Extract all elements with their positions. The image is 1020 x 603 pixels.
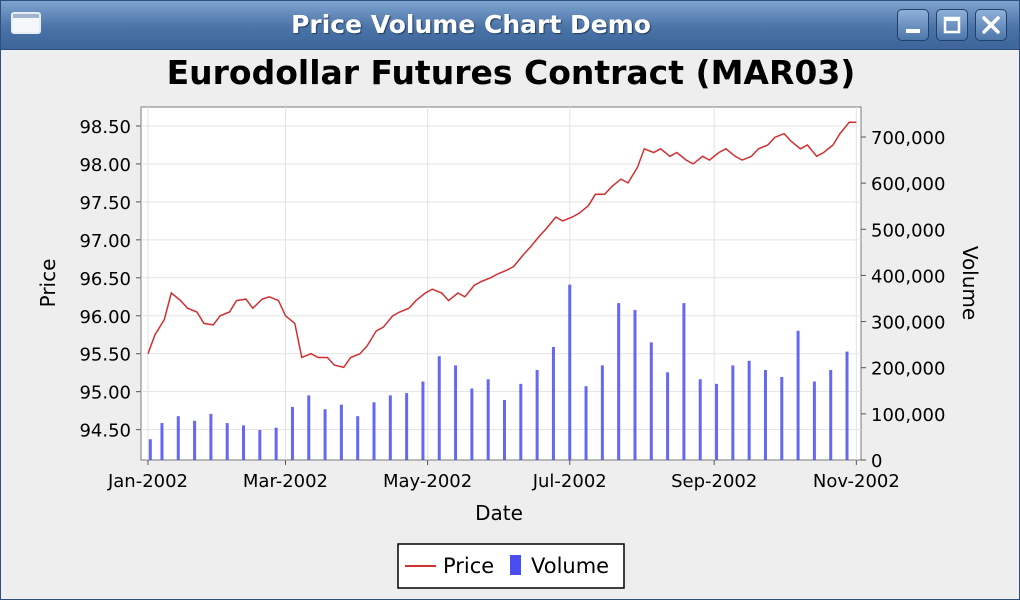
volume-bar (568, 284, 572, 460)
volume-bar (715, 383, 719, 460)
x-tick-label: Mar-2002 (243, 471, 328, 492)
y-tick-label: 98.50 (79, 117, 131, 138)
volume-bar (209, 413, 213, 460)
volume-bar (829, 370, 833, 460)
chart-area: Eurodollar Futures Contract (MAR03) 94.5… (1, 50, 1019, 599)
window-title: Price Volume Chart Demo (291, 10, 651, 39)
x-tick-label: Jan-2002 (107, 471, 188, 492)
volume-bar (812, 381, 816, 460)
minimize-icon (906, 29, 920, 33)
volume-bar (845, 351, 849, 460)
volume-bar (372, 402, 376, 460)
volume-bar (339, 404, 343, 460)
volume-bar (323, 409, 327, 460)
volume-bar (649, 342, 653, 460)
volume-bar (584, 386, 588, 460)
y-tick-label: 95.00 (79, 383, 131, 404)
volume-bars (148, 284, 849, 460)
y-tick-label: 98.00 (79, 155, 131, 176)
volume-bar (176, 416, 180, 460)
price-series-line (147, 121, 857, 369)
volume-bar (388, 395, 392, 460)
volume-bar (731, 365, 735, 460)
volume-bar (502, 400, 506, 460)
volume-bar (258, 430, 262, 460)
volume-bar (356, 416, 360, 460)
price-volume-chart: Eurodollar Futures Contract (MAR03) 94.5… (1, 50, 1019, 599)
chart-title: Eurodollar Futures Contract (MAR03) (167, 53, 856, 92)
date-axis: Jan-2002 Mar-2002 May-2002 Jul-2002 Sep-2002… (107, 460, 900, 492)
window-icon[interactable] (11, 12, 41, 34)
volume-bar (666, 372, 670, 460)
legend-volume-swatch (510, 555, 521, 575)
volume-bar (242, 425, 246, 460)
volume-bar (470, 388, 474, 460)
volume-bar (148, 439, 152, 460)
volume-bar (600, 365, 604, 460)
y2-tick-label: 400,000 (871, 266, 945, 287)
y2-tick-label: 600,000 (871, 174, 945, 195)
minimize-button[interactable] (897, 9, 929, 41)
legend-volume-label: Volume (531, 554, 609, 578)
y-tick-label: 97.00 (79, 231, 131, 252)
volume-bar (682, 303, 686, 460)
x-tick-label: Sep-2002 (671, 471, 757, 492)
grid-lines (141, 107, 861, 460)
volume-bar (274, 427, 278, 460)
y-tick-label: 97.50 (79, 193, 131, 214)
y-axis-label: Price (36, 259, 60, 308)
volume-bar (763, 370, 767, 460)
x-tick-label: Nov-2002 (813, 471, 900, 492)
volume-bar (617, 303, 621, 460)
volume-bar (193, 420, 197, 460)
volume-bar (437, 356, 441, 460)
y-tick-label: 96.50 (79, 269, 131, 290)
x-tick-label: Jul-2002 (532, 471, 607, 492)
volume-bar (551, 346, 555, 460)
price-axis: 94.50 95.00 95.50 96.00 96.50 97.00 97.50 98.00… (79, 117, 141, 442)
y-tick-label: 96.00 (79, 307, 131, 328)
volume-bar (405, 393, 409, 460)
volume-bar (290, 406, 294, 460)
x-tick-label: May-2002 (383, 471, 472, 492)
volume-bar (535, 370, 539, 460)
y2-tick-label: 500,000 (871, 220, 945, 241)
volume-bar (225, 423, 229, 460)
x-axis-label: Date (475, 501, 523, 525)
volume-axis: 0 100,000 200,000 300,000 400,000 500,000 600,… (861, 128, 945, 472)
y2-tick-label: 100,000 (871, 405, 945, 426)
close-icon (982, 16, 1000, 34)
volume-bar (780, 376, 784, 460)
volume-bar (486, 379, 490, 460)
y2-tick-label: 300,000 (871, 313, 945, 334)
maximize-button[interactable] (936, 9, 968, 41)
volume-bar (796, 330, 800, 460)
maximize-icon (943, 16, 961, 34)
title-bar[interactable]: Price Volume Chart Demo (1, 1, 1019, 50)
volume-bar (307, 395, 311, 460)
plot-area (140, 106, 862, 461)
volume-bar (698, 379, 702, 460)
close-button[interactable] (975, 9, 1007, 41)
volume-bar (633, 310, 637, 460)
legend-price-label: Price (443, 554, 494, 578)
volume-bar (160, 423, 164, 460)
y2-tick-label: 700,000 (871, 128, 945, 149)
y-tick-label: 94.50 (79, 421, 131, 442)
volume-bar (454, 365, 458, 460)
y2-axis-label: Volume (958, 246, 982, 320)
legend: Price Volume (397, 543, 625, 589)
y2-tick-label: 0 (871, 451, 882, 472)
volume-bar (519, 383, 523, 460)
volume-bar (747, 360, 751, 460)
volume-bar (421, 381, 425, 460)
y2-tick-label: 200,000 (871, 359, 945, 380)
price-line (147, 121, 857, 369)
y-tick-label: 95.50 (79, 345, 131, 366)
